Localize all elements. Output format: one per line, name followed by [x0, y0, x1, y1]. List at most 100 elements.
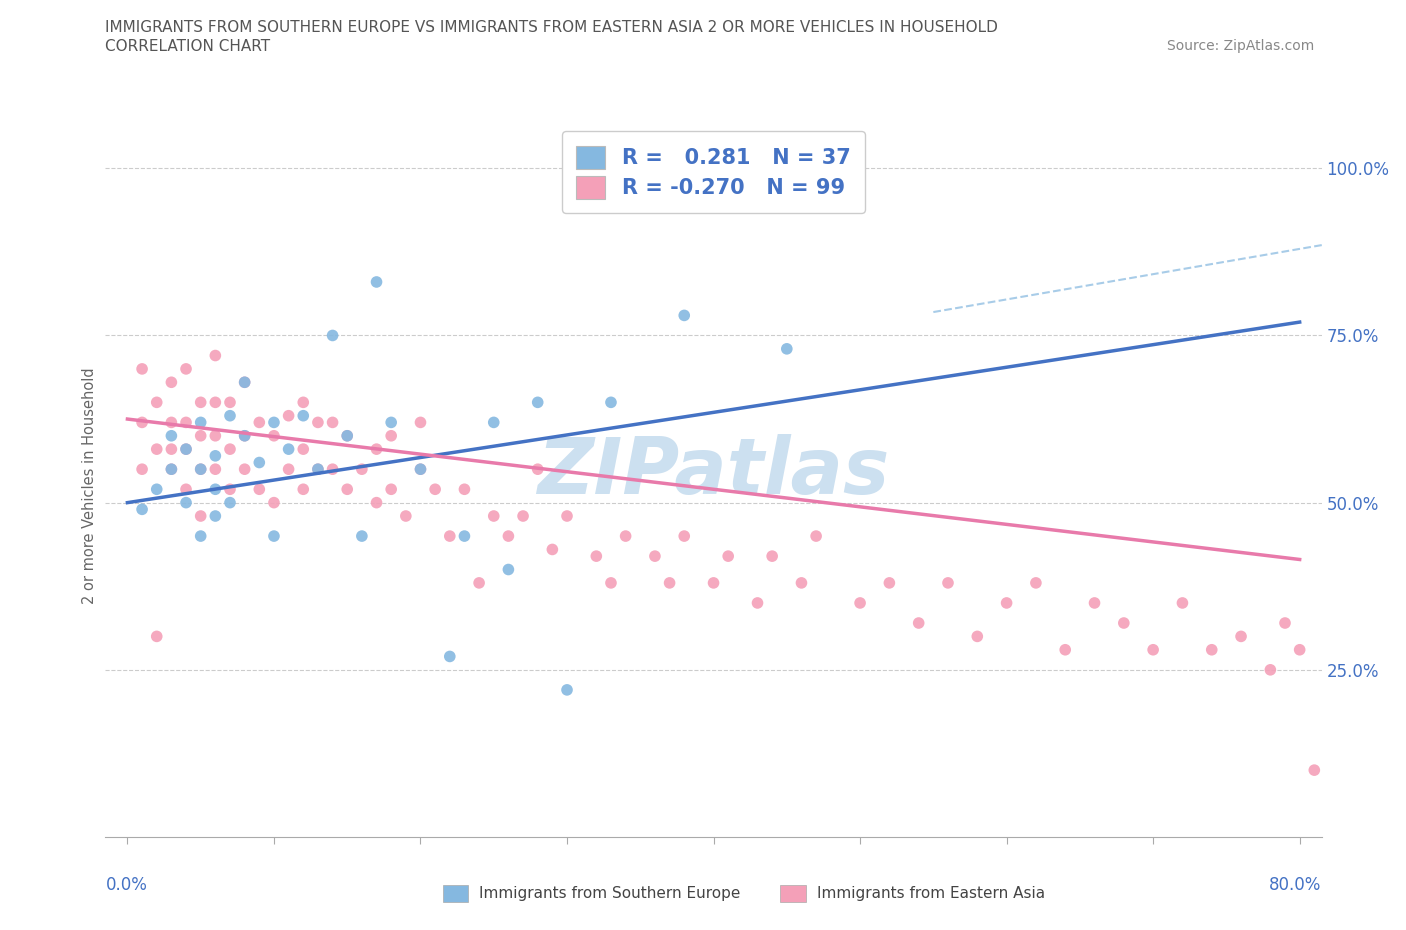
Point: [1260, 662, 1282, 677]
Point: [453, 528, 475, 543]
Point: [1288, 643, 1310, 658]
Point: [1142, 643, 1164, 658]
Text: 0.0%: 0.0%: [105, 876, 148, 894]
Text: Immigrants from Southern Europe: Immigrants from Southern Europe: [479, 886, 741, 901]
Point: [277, 462, 299, 477]
Point: [541, 542, 564, 557]
Point: [468, 576, 491, 591]
Point: [747, 595, 769, 610]
Point: [439, 649, 461, 664]
Point: [849, 595, 872, 610]
Point: [233, 375, 256, 390]
Text: ZIPatlas: ZIPatlas: [537, 434, 890, 510]
Point: [409, 462, 432, 477]
Point: [1274, 616, 1296, 631]
Point: [307, 462, 329, 477]
Point: [219, 408, 242, 423]
Point: [131, 502, 153, 517]
Point: [131, 462, 153, 477]
Point: [263, 528, 285, 543]
Point: [190, 395, 212, 410]
Point: [366, 442, 388, 457]
Point: [1333, 576, 1355, 591]
Point: [190, 509, 212, 524]
Point: [395, 509, 418, 524]
Point: [702, 576, 725, 591]
Point: [498, 528, 520, 543]
Point: [1025, 576, 1047, 591]
Point: [512, 509, 534, 524]
Point: [190, 429, 212, 444]
Point: [247, 455, 270, 470]
Point: [526, 462, 548, 477]
Point: [190, 528, 212, 543]
Point: [204, 448, 226, 463]
Point: [292, 482, 315, 497]
Point: [1391, 750, 1406, 764]
Point: [233, 375, 256, 390]
Point: [804, 528, 827, 543]
Point: [555, 509, 578, 524]
Point: [263, 415, 285, 430]
Point: [174, 482, 197, 497]
Point: [131, 415, 153, 430]
Point: [307, 415, 329, 430]
Point: [160, 429, 183, 444]
Point: [190, 462, 212, 477]
Point: [160, 375, 183, 390]
Text: Source: ZipAtlas.com: Source: ZipAtlas.com: [1167, 39, 1315, 53]
Point: [995, 595, 1018, 610]
Point: [336, 429, 359, 444]
Point: [233, 462, 256, 477]
Point: [145, 482, 167, 497]
Point: [247, 415, 270, 430]
Point: [307, 462, 329, 477]
Point: [790, 576, 813, 591]
Point: [879, 576, 901, 591]
Point: [423, 482, 446, 497]
Point: [174, 442, 197, 457]
Point: [174, 442, 197, 457]
Legend: R =   0.281   N = 37, R = -0.270   N = 99: R = 0.281 N = 37, R = -0.270 N = 99: [561, 131, 866, 213]
Point: [263, 495, 285, 510]
Point: [292, 408, 315, 423]
Text: IMMIGRANTS FROM SOUTHERN EUROPE VS IMMIGRANTS FROM EASTERN ASIA 2 OR MORE VEHICL: IMMIGRANTS FROM SOUTHERN EUROPE VS IMMIG…: [105, 20, 998, 35]
Point: [614, 528, 637, 543]
Point: [263, 429, 285, 444]
Point: [322, 462, 344, 477]
Y-axis label: 2 or more Vehicles in Household: 2 or more Vehicles in Household: [82, 367, 97, 604]
Point: [1083, 595, 1105, 610]
Point: [1376, 528, 1399, 543]
Point: [350, 528, 373, 543]
Point: [1303, 763, 1326, 777]
Point: [277, 408, 299, 423]
Point: [658, 576, 681, 591]
Point: [190, 462, 212, 477]
Point: [600, 576, 623, 591]
Point: [1347, 662, 1369, 677]
Point: [1054, 643, 1077, 658]
Point: [482, 415, 505, 430]
Point: [350, 462, 373, 477]
Point: [174, 362, 197, 377]
Point: [292, 395, 315, 410]
Point: [717, 549, 740, 564]
Point: [1201, 643, 1223, 658]
Point: [1230, 629, 1253, 644]
Point: [204, 462, 226, 477]
Point: [336, 429, 359, 444]
Point: [292, 442, 315, 457]
Point: [585, 549, 607, 564]
Point: [160, 415, 183, 430]
Point: [644, 549, 666, 564]
Text: 80.0%: 80.0%: [1270, 876, 1322, 894]
Point: [204, 348, 226, 363]
Point: [966, 629, 988, 644]
Point: [277, 442, 299, 457]
Point: [453, 482, 475, 497]
Point: [145, 442, 167, 457]
Point: [204, 482, 226, 497]
Point: [366, 495, 388, 510]
Point: [761, 549, 783, 564]
Point: [380, 415, 402, 430]
